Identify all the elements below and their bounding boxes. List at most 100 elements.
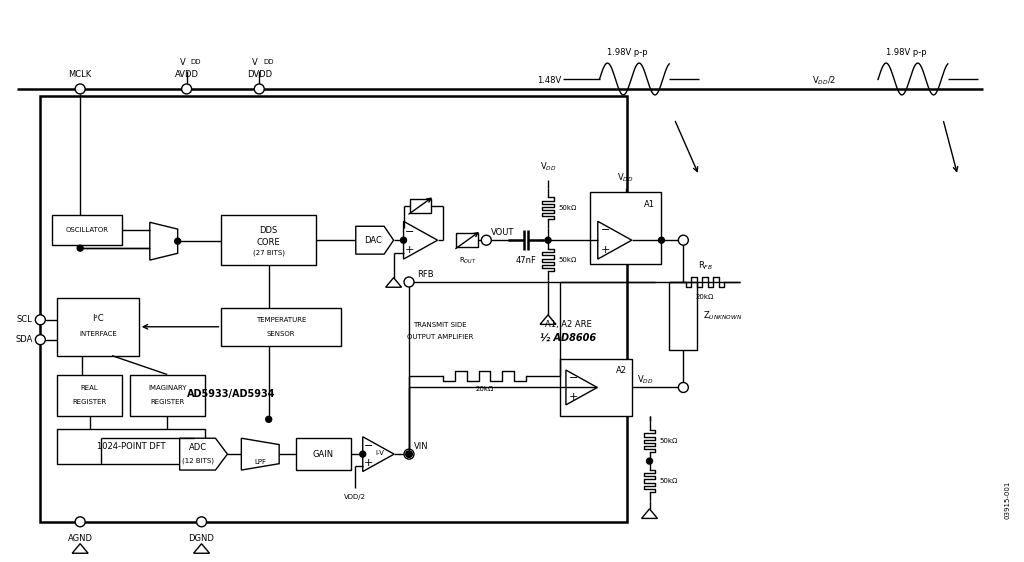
Bar (57, 429, 205, 464)
Text: CORE: CORE (257, 238, 281, 247)
Bar (40, 96, 628, 522)
Circle shape (407, 451, 412, 457)
Polygon shape (386, 278, 401, 287)
Text: TEMPERATURE: TEMPERATURE (256, 317, 306, 323)
Text: OUTPUT AMPLIFIER: OUTPUT AMPLIFIER (408, 334, 473, 339)
Text: V: V (252, 58, 258, 67)
Text: −: − (364, 441, 374, 451)
Text: TRANSMIT SIDE: TRANSMIT SIDE (414, 322, 467, 328)
Text: DD: DD (190, 59, 201, 65)
Text: 1.98V p-p: 1.98V p-p (607, 48, 648, 57)
Text: LPF: LPF (254, 459, 266, 465)
Text: 50kΩ: 50kΩ (558, 205, 577, 211)
Polygon shape (403, 221, 437, 259)
Text: A1, A2 ARE: A1, A2 ARE (545, 320, 591, 329)
Polygon shape (598, 221, 632, 259)
Circle shape (181, 84, 191, 94)
Text: Z$_{UNKNOWN}$: Z$_{UNKNOWN}$ (703, 310, 742, 322)
Text: V$_{DD}$: V$_{DD}$ (540, 160, 556, 173)
Text: +: + (364, 458, 374, 468)
Text: −: − (601, 225, 610, 235)
Circle shape (658, 237, 665, 243)
Text: SCL: SCL (16, 315, 33, 324)
Circle shape (77, 245, 83, 251)
Polygon shape (355, 226, 393, 254)
Bar (52, 215, 122, 245)
Text: I²C: I²C (92, 314, 103, 323)
Bar (296, 438, 351, 470)
Text: SDA: SDA (15, 335, 33, 344)
Text: 1024-POINT DFT: 1024-POINT DFT (96, 442, 165, 451)
Circle shape (175, 238, 180, 244)
Text: 47nF: 47nF (516, 256, 537, 265)
Circle shape (678, 383, 688, 392)
Polygon shape (179, 438, 227, 470)
Text: +: + (569, 392, 579, 402)
Bar (57, 298, 139, 356)
Text: 20kΩ: 20kΩ (696, 294, 714, 300)
Text: REGISTER: REGISTER (73, 400, 106, 405)
Bar (130, 374, 205, 416)
Text: IMAGINARY: IMAGINARY (147, 386, 186, 392)
Polygon shape (242, 438, 280, 470)
Bar (590, 192, 662, 264)
Bar (560, 359, 632, 416)
Circle shape (678, 235, 688, 245)
Circle shape (254, 84, 264, 94)
Text: +: + (601, 245, 610, 255)
Text: VIN: VIN (414, 442, 429, 451)
Text: VOUT: VOUT (492, 228, 515, 237)
Circle shape (400, 237, 407, 243)
Text: MCLK: MCLK (69, 70, 92, 79)
Text: ½ AD8606: ½ AD8606 (540, 333, 596, 343)
Bar (221, 308, 341, 346)
Circle shape (265, 416, 271, 422)
Text: DVDD: DVDD (247, 70, 271, 79)
Text: AVDD: AVDD (175, 70, 199, 79)
Text: V$_{DD}$: V$_{DD}$ (617, 172, 634, 184)
Text: R$_{FB}$: R$_{FB}$ (697, 260, 713, 272)
Circle shape (197, 517, 207, 527)
Circle shape (75, 84, 85, 94)
Text: DD: DD (263, 59, 273, 65)
Text: A2: A2 (616, 366, 627, 375)
Text: AGND: AGND (68, 534, 92, 543)
Text: 50kΩ: 50kΩ (659, 478, 678, 484)
Polygon shape (150, 223, 177, 260)
Text: DDS: DDS (259, 226, 278, 235)
Polygon shape (540, 315, 556, 324)
Text: 20kΩ: 20kΩ (475, 386, 494, 392)
Bar (57, 374, 122, 416)
Circle shape (481, 235, 492, 245)
Circle shape (36, 335, 45, 345)
Text: DAC: DAC (364, 235, 382, 244)
Text: V$_{DD}$: V$_{DD}$ (637, 373, 653, 386)
Text: 03915-001: 03915-001 (1005, 481, 1011, 519)
Text: −: − (569, 373, 579, 383)
Bar (410, 199, 431, 212)
Text: DGND: DGND (188, 534, 214, 543)
Text: SENSOR: SENSOR (267, 331, 295, 337)
Text: GAIN: GAIN (313, 450, 334, 459)
Text: 1.48V: 1.48V (538, 76, 562, 85)
Polygon shape (566, 370, 597, 405)
Circle shape (545, 237, 551, 243)
Text: A1: A1 (644, 200, 655, 209)
Polygon shape (362, 437, 394, 472)
Text: 50kΩ: 50kΩ (558, 257, 577, 263)
Text: 1.98V p-p: 1.98V p-p (886, 48, 927, 57)
Bar (670, 282, 697, 350)
Bar (457, 233, 478, 247)
Circle shape (404, 449, 414, 459)
Text: VDD/2: VDD/2 (344, 493, 366, 500)
Text: V: V (180, 58, 185, 67)
Bar (221, 215, 316, 265)
Circle shape (404, 277, 414, 287)
Circle shape (407, 451, 412, 457)
Circle shape (359, 451, 366, 457)
Polygon shape (194, 543, 210, 553)
Text: I-V: I-V (376, 450, 385, 456)
Circle shape (75, 517, 85, 527)
Text: (12 BITS): (12 BITS) (182, 458, 214, 464)
Circle shape (36, 315, 45, 325)
